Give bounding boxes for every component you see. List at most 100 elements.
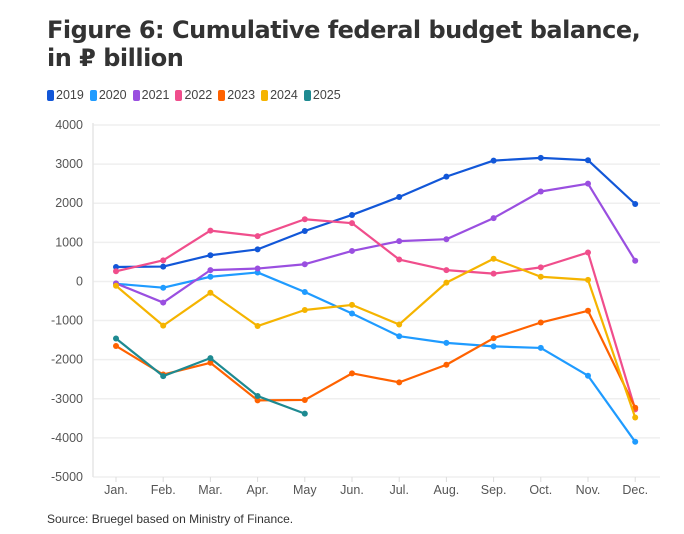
data-point: [585, 157, 591, 164]
legend-item-2021: 2021: [132, 88, 169, 102]
data-point: [537, 273, 544, 280]
data-point: [396, 256, 403, 263]
data-point: [396, 238, 403, 245]
data-point: [207, 289, 214, 296]
y-tick-label: 0: [76, 274, 83, 288]
legend-item-2019: 2019: [47, 88, 84, 102]
data-point: [537, 154, 544, 161]
legend-swatch: [47, 89, 54, 101]
series-2023: [113, 307, 639, 411]
x-tick-label: Jun.: [340, 483, 364, 497]
series-line-2022: [115, 218, 637, 410]
x-tick-label: Jul.: [389, 483, 408, 497]
data-point: [585, 276, 591, 283]
data-point: [632, 257, 639, 264]
y-tick-label: -2000: [51, 353, 83, 367]
legend-label: 2024: [270, 88, 298, 102]
y-tick-label: 2000: [55, 196, 83, 210]
data-point: [160, 322, 167, 329]
data-point: [207, 359, 214, 366]
x-tick-label: Jan.: [104, 483, 128, 497]
data-point: [349, 211, 355, 218]
series-line-2020: [115, 271, 637, 443]
data-point: [585, 180, 591, 187]
data-point: [443, 339, 450, 346]
data-point: [254, 233, 261, 240]
data-point: [632, 438, 639, 445]
data-point: [585, 372, 591, 379]
data-point: [160, 257, 167, 264]
legend-label: 2019: [56, 88, 84, 102]
series-2024: [113, 255, 639, 421]
data-point: [160, 373, 167, 380]
legend-label: 2025: [312, 88, 341, 102]
legend-label: 2023: [227, 88, 256, 102]
data-point: [490, 215, 497, 222]
data-point: [443, 361, 450, 368]
data-point: [490, 157, 497, 164]
x-tick-label: Oct.: [529, 483, 552, 497]
legend-item-2023: 2023: [218, 88, 255, 102]
y-tick-label: 4000: [55, 118, 83, 132]
data-point: [396, 193, 403, 200]
data-point: [490, 255, 497, 262]
data-point: [490, 343, 497, 350]
data-point: [254, 397, 261, 404]
data-point: [207, 273, 214, 280]
data-point: [113, 335, 119, 342]
x-tick-label: Mar.: [198, 483, 222, 497]
legend-swatch: [218, 89, 226, 101]
data-point: [207, 227, 214, 234]
series-line-2021: [115, 182, 637, 304]
y-tick-label: -4000: [51, 431, 83, 445]
data-point: [537, 188, 544, 195]
y-tick-label: -1000: [51, 314, 83, 328]
x-tick-label: Apr.: [246, 483, 268, 497]
data-point: [207, 355, 214, 362]
data-point: [301, 289, 308, 296]
data-point: [396, 333, 403, 340]
source-note: Source: Bruegel based on Ministry of Fin…: [47, 512, 294, 526]
data-point: [207, 267, 214, 274]
series-2022: [113, 216, 639, 413]
legend: 2019 2020 2021 2022 2023 2024 2025: [47, 88, 341, 102]
data-point: [396, 321, 403, 328]
data-point: [443, 173, 450, 180]
legend-swatch: [175, 89, 183, 101]
x-tick-label: Feb.: [151, 483, 176, 497]
data-point: [160, 263, 167, 270]
data-point: [632, 414, 639, 421]
x-tick-label: May: [293, 483, 317, 497]
series-2019: [113, 154, 639, 270]
series-line-2019: [115, 156, 636, 269]
data-point: [254, 265, 261, 272]
y-tick-label: 1000: [55, 235, 83, 249]
data-point: [443, 279, 450, 286]
data-point: [301, 227, 308, 234]
series-2025: [113, 335, 308, 417]
data-point: [349, 220, 355, 227]
series-2020: [113, 269, 639, 445]
x-tick-label: Sep.: [481, 483, 507, 497]
series-line-2025: [115, 337, 306, 415]
legend-item-2022: 2022: [175, 88, 212, 102]
x-tick-label: Nov.: [576, 483, 601, 497]
data-point: [632, 201, 639, 208]
legend-swatch: [132, 89, 140, 101]
data-point: [160, 284, 167, 291]
data-point: [349, 310, 355, 317]
x-tick-label: Dec.: [622, 483, 648, 497]
legend-label: 2020: [98, 88, 127, 102]
data-point: [301, 261, 308, 268]
data-point: [113, 268, 119, 275]
data-point: [301, 306, 308, 313]
data-point: [443, 236, 450, 243]
series-line-2024: [115, 257, 637, 418]
legend-item-2025: 2025: [303, 88, 341, 102]
legend-swatch: [303, 89, 311, 101]
legend-swatch: [89, 89, 97, 101]
data-point: [254, 393, 261, 400]
data-point: [490, 335, 497, 342]
legend-item-2024: 2024: [261, 88, 298, 102]
legend-label: 2022: [184, 88, 213, 102]
